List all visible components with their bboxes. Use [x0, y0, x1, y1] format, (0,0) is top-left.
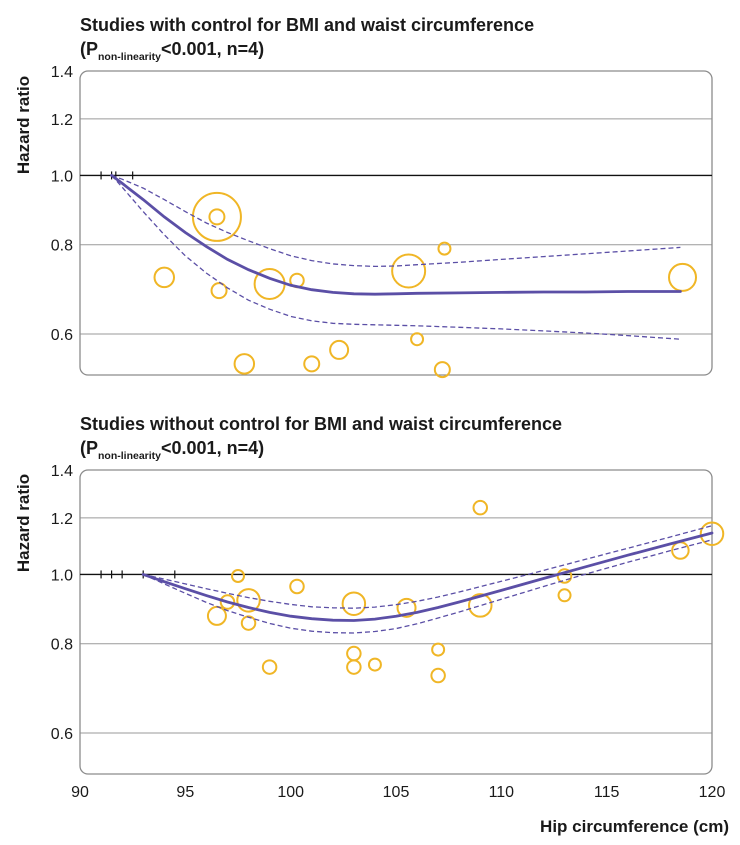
study-bubble [219, 594, 236, 610]
study-bubble [233, 353, 256, 375]
subtitle-subscript: non-linearity [98, 51, 161, 63]
study-bubble [346, 645, 362, 662]
panel-title: Studies with control for BMI and waist c… [80, 15, 534, 35]
study-bubble [430, 667, 446, 684]
panel-subtitle: (Pnon-linearity<0.001, n=4) [80, 438, 264, 462]
ci-lower-line [142, 539, 713, 634]
study-bubble [671, 541, 690, 560]
study-bubble [153, 266, 176, 289]
study-bubble [699, 521, 725, 547]
study-bubble [410, 332, 425, 347]
plot-frame [79, 469, 713, 775]
x-tick-labels: 90 95 100 105 110 115 120 [71, 784, 725, 801]
ci-upper-line [143, 525, 713, 609]
study-bubble [191, 191, 242, 242]
subtitle-prefix: (P [80, 39, 98, 59]
study-bubble [208, 208, 226, 226]
x-axis-label: Hip circumference (cm) [540, 817, 729, 836]
panel-title: Studies without control for BMI and wais… [80, 414, 562, 434]
y-tick-label: 1.0 [51, 168, 73, 185]
study-bubble [367, 657, 382, 672]
x-tick-label: 90 [71, 784, 89, 801]
y-tick-label: 1.2 [51, 511, 73, 528]
y-tick-label: 1.4 [51, 64, 73, 81]
panel-without-control: Studies without control for BMI and wais… [14, 414, 729, 836]
x-tick-label: 100 [277, 784, 304, 801]
y-tick-label: 0.6 [51, 327, 73, 344]
study-bubble [341, 591, 367, 616]
grid-lines [80, 517, 712, 734]
ci-lower-line [111, 174, 681, 340]
study-bubbles [153, 191, 698, 379]
study-bubble [329, 339, 350, 360]
study-bubble [472, 499, 489, 516]
subtitle-prefix: (P [80, 438, 98, 458]
y-tick-label: 1.0 [51, 567, 73, 584]
study-bubble [303, 355, 321, 373]
study-bubble [289, 578, 305, 595]
x-tick-label: 120 [699, 784, 726, 801]
study-bubble [240, 615, 257, 631]
study-bubble [206, 605, 227, 626]
study-bubbles [206, 499, 725, 684]
subtitle-suffix: <0.001, n=4) [161, 39, 264, 59]
study-bubble [431, 642, 446, 657]
subtitle-subscript: non-linearity [98, 450, 161, 462]
study-bubble [231, 568, 245, 583]
y-tick-label: 0.8 [51, 637, 73, 654]
panel-subtitle: (Pnon-linearity<0.001, n=4) [80, 39, 264, 63]
dose-response-lines [110, 174, 682, 340]
study-bubble [437, 241, 452, 256]
y-tick-label: 0.6 [51, 726, 73, 743]
study-bubble [556, 568, 573, 584]
hazard-ratio-curve [141, 531, 714, 622]
rug-ticks [100, 570, 176, 579]
x-tick-label: 105 [383, 784, 410, 801]
study-bubble [557, 588, 572, 603]
study-bubble [210, 282, 228, 300]
x-tick-label: 110 [489, 784, 515, 801]
study-bubble [261, 659, 278, 675]
y-tick-label: 0.8 [51, 238, 73, 255]
study-bubble [468, 593, 493, 618]
study-bubble [433, 361, 451, 379]
hazard-ratio-curve [110, 174, 682, 296]
study-bubble [346, 659, 362, 675]
panel-with-control: Studies with control for BMI and waist c… [14, 15, 713, 379]
study-bubble [396, 597, 417, 618]
y-tick-labels: 0.6 0.8 1.0 1.2 1.4 [51, 463, 73, 743]
dose-response-lines [141, 525, 714, 634]
plot-frame [79, 70, 713, 376]
x-tick-label: 95 [176, 784, 194, 801]
ci-upper-line [111, 174, 681, 268]
study-bubble [668, 262, 698, 292]
y-axis-label: Hazard ratio [14, 474, 33, 572]
y-axis-label: Hazard ratio [14, 76, 33, 174]
y-tick-label: 1.4 [51, 463, 73, 480]
y-tick-label: 1.2 [51, 112, 73, 129]
y-tick-labels: 0.6 0.8 1.0 1.2 1.4 [51, 64, 73, 344]
study-bubble [236, 588, 261, 613]
x-tick-label: 115 [594, 784, 620, 801]
subtitle-suffix: <0.001, n=4) [161, 438, 264, 458]
study-bubble [391, 253, 427, 289]
